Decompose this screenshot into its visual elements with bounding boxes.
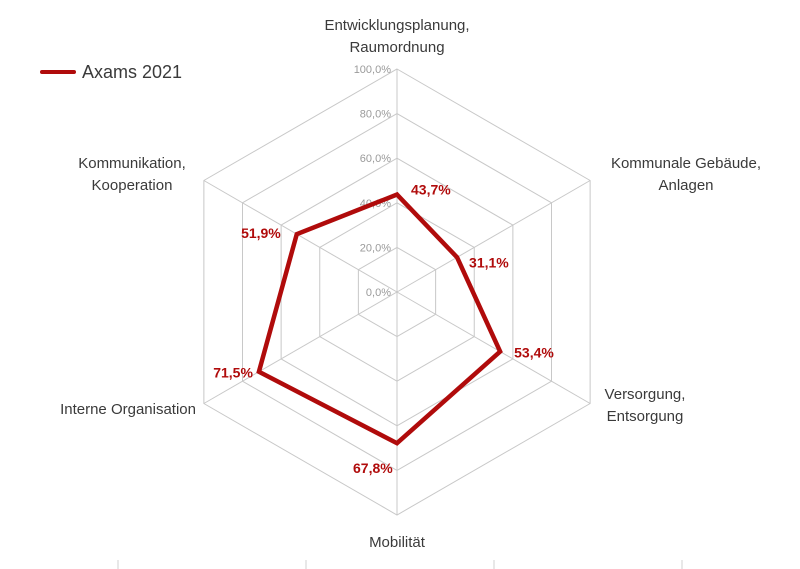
data-label: 51,9% [241,225,281,241]
legend: Axams 2021 [40,62,182,82]
grid-spoke-5 [203,180,398,293]
grid-spoke-1 [396,180,591,293]
bottom-axis-marks [117,560,683,569]
data-label: 53,4% [514,345,554,361]
category-label: Mobilität [369,534,426,551]
grid-spoke-2 [396,291,591,404]
series-line [256,191,503,446]
grid-spoke-4 [203,291,398,404]
category-label: Versorgung, Entsorgung [605,386,686,425]
data-label: 67,8% [353,460,393,476]
radar-grid [203,68,591,516]
data-label: 31,1% [469,254,509,270]
legend-label: Axams 2021 [82,62,182,82]
category-label: Entwicklungsplanung, Raumordnung [324,17,469,56]
tick-label: 100,0% [354,64,392,76]
category-label: Kommunale Gebäude, Anlagen [611,155,761,194]
data-labels: 43,7% 31,1% 53,4% 67,8% 71,5% 51,9% [213,182,554,477]
tick-label: 20,0% [360,242,391,254]
tick-label: 80,0% [360,109,391,121]
category-label: Kommunikation, Kooperation [78,155,186,194]
series-axams-2021 [256,191,503,446]
data-label: 71,5% [213,365,253,381]
category-label: Interne Organisation [60,401,196,418]
radial-tick-labels: 0,0%20,0%40,0%60,0%80,0%100,0% [354,64,392,299]
tick-label: 0,0% [366,287,391,299]
category-axis-labels: Entwicklungsplanung, Raumordnung Kommunale… [60,17,761,551]
data-label: 43,7% [411,182,451,198]
tick-label: 60,0% [360,153,391,165]
